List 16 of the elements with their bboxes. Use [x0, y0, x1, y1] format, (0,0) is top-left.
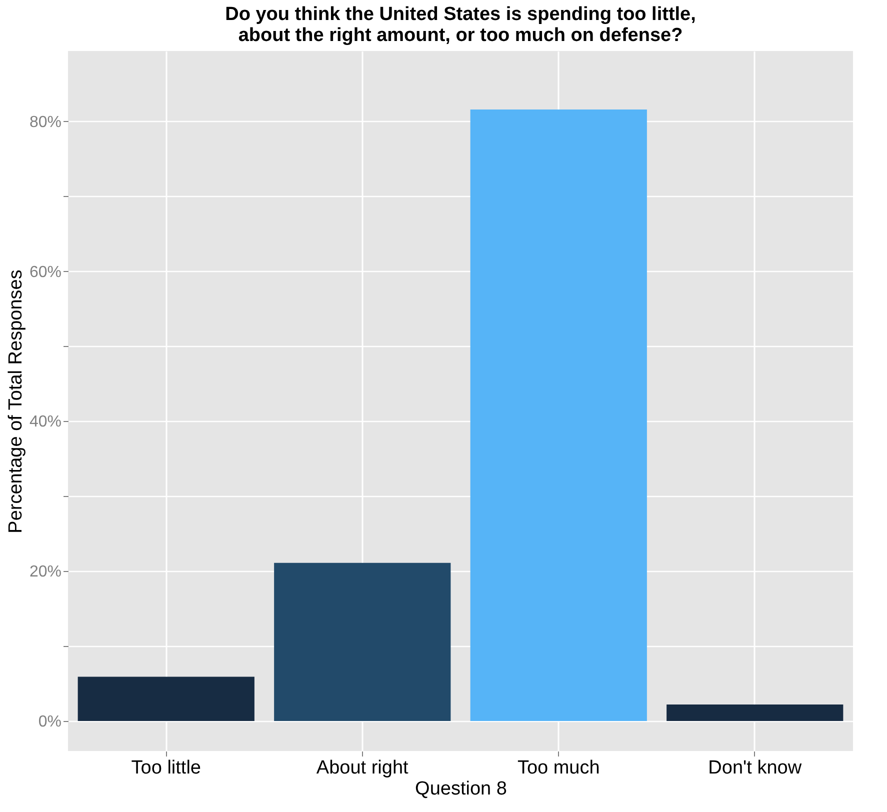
- y-tick-label: 60%: [29, 264, 62, 281]
- x-tick-label: Don't know: [708, 758, 802, 778]
- chart-title: Do you think the United States is spending too little, about the right amount, or too much on defense?: [225, 4, 696, 46]
- y-tick-label: 80%: [29, 114, 62, 131]
- bar: [666, 704, 844, 722]
- x-axis-title: Question 8: [415, 778, 507, 800]
- y-tick-label: 20%: [29, 564, 62, 581]
- bar: [470, 109, 647, 722]
- bar: [78, 676, 254, 722]
- y-tick-label: 40%: [29, 414, 62, 431]
- bar: [274, 562, 451, 722]
- x-tick-label: Too little: [131, 758, 201, 778]
- y-tick-label: 0%: [38, 714, 62, 731]
- x-tick-label: About right: [316, 758, 410, 778]
- y-axis-title: Percentage of Total Responses: [5, 270, 26, 534]
- x-tick-label: Too much: [517, 758, 600, 778]
